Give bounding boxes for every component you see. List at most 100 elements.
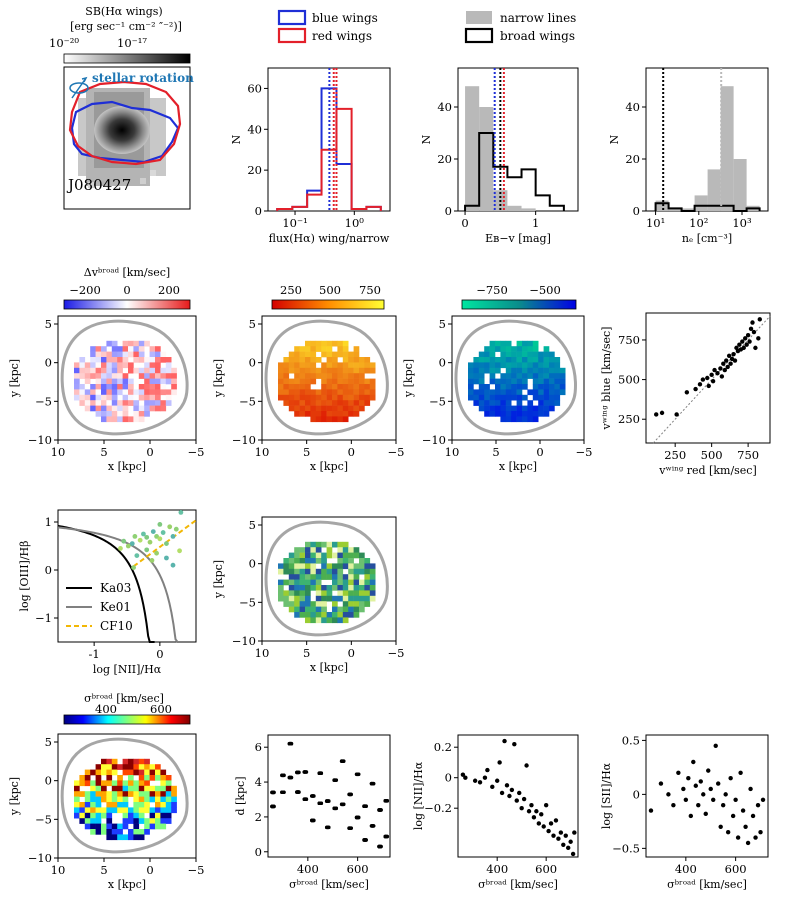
map-pixel <box>538 411 544 417</box>
sb-cbar-tick-low: 10⁻²⁰ <box>49 36 79 50</box>
map-pixel <box>532 378 539 385</box>
map-pixel <box>90 829 96 835</box>
v-red-colorbar <box>271 299 385 310</box>
map-pixel <box>149 791 156 797</box>
map-pixel <box>155 400 161 406</box>
map-pixel <box>332 389 338 396</box>
map-pixel <box>516 400 523 406</box>
map-pixel <box>111 823 118 830</box>
map-pixel <box>149 357 156 363</box>
map-pixel <box>348 547 354 553</box>
map-pixel <box>538 400 544 406</box>
x-tick-label: 600 <box>347 862 369 876</box>
y-tick-label: 0 <box>439 356 446 370</box>
map-pixel <box>315 579 322 586</box>
map-pixel <box>549 405 555 412</box>
map-pixel <box>348 612 354 618</box>
bpt-point <box>170 562 176 568</box>
map-pixel <box>90 384 96 390</box>
map-pixel <box>326 547 333 553</box>
scatter-point <box>526 809 532 814</box>
scatter-point <box>731 352 736 357</box>
map-pixel <box>489 367 496 374</box>
map-pixel <box>101 796 107 803</box>
map-pixel <box>342 389 349 396</box>
map-pixel <box>288 585 295 591</box>
scatter-point <box>318 771 323 776</box>
map-pixel <box>122 758 129 765</box>
map-pixel <box>337 384 344 390</box>
scatter-point <box>529 802 534 808</box>
scatter-point <box>317 801 322 806</box>
y-tick-label: 0 <box>45 356 52 370</box>
map-pixel <box>332 400 338 406</box>
scatter-point <box>370 824 375 828</box>
map-pixel <box>106 405 113 412</box>
map-pixel <box>489 394 496 401</box>
map-pixel <box>315 617 322 624</box>
map-pixel <box>101 373 107 379</box>
map-pixel <box>364 400 371 406</box>
map-pixel <box>538 378 544 385</box>
map-pixel <box>111 411 118 417</box>
map-pixel <box>90 373 96 379</box>
map-pixel <box>111 351 118 358</box>
map-pixel <box>128 378 134 385</box>
map-pixel <box>149 367 156 374</box>
map-pixel <box>288 389 295 396</box>
map-pixel <box>74 394 80 401</box>
map-pixel <box>321 601 327 607</box>
x-tick-label: 5 <box>492 445 499 459</box>
map-pixel <box>364 601 371 607</box>
map-pixel <box>315 367 322 374</box>
scatter-point <box>719 374 725 379</box>
map-pixel <box>342 541 349 548</box>
map-pixel <box>522 357 528 363</box>
map-pixel <box>522 416 528 423</box>
map-pixel <box>111 346 118 352</box>
map-pixel <box>278 378 284 385</box>
map-pixel <box>369 574 376 580</box>
map-pixel <box>106 802 113 808</box>
map-pixel <box>559 367 566 374</box>
map-pixel <box>160 378 167 385</box>
x-axis-label: Eʙ−ᴠ [mag] <box>485 232 551 245</box>
y-tick-label: 5 <box>249 317 256 331</box>
map-pixel <box>353 357 360 363</box>
map-pixel <box>315 606 322 613</box>
map-pixel <box>111 373 118 379</box>
map-pixel <box>155 394 161 401</box>
map-pixel <box>315 416 322 423</box>
map-pixel <box>478 389 485 396</box>
map-pixel <box>101 394 107 401</box>
map-pixel <box>133 389 140 396</box>
map-pixel <box>305 389 311 396</box>
map-pixel <box>90 785 96 792</box>
map-pixel <box>549 351 555 358</box>
y-axis-label: vʷⁱⁿᵍ blue [km/sec] <box>600 327 613 431</box>
map-pixel <box>117 389 123 396</box>
scatter-point <box>671 802 676 808</box>
map-pixel <box>165 802 172 808</box>
map-pixel <box>305 595 311 602</box>
map-pixel <box>294 351 300 358</box>
map-pixel <box>122 807 129 814</box>
map-pixel <box>342 384 349 390</box>
map-pixel <box>294 552 300 559</box>
map-pixel <box>495 340 501 347</box>
bpt-diagram: -1 0 −1 0 1 log [NII]/Hα log [OIII]/Hβ <box>18 509 197 676</box>
map-pixel <box>155 802 161 808</box>
map-pixel <box>478 373 485 379</box>
map-pixel <box>138 416 145 423</box>
map-pixel <box>342 394 349 401</box>
x-tick-label: 10 <box>255 445 270 459</box>
x-tick-label: 10⁻¹ <box>282 216 307 230</box>
map-pixel <box>332 606 338 613</box>
map-pixel <box>160 818 167 824</box>
map-pixel <box>315 568 322 575</box>
map-pixel <box>495 400 501 406</box>
map-pixel <box>310 606 317 613</box>
map-pixel <box>369 579 376 586</box>
map-pixel <box>337 590 344 597</box>
